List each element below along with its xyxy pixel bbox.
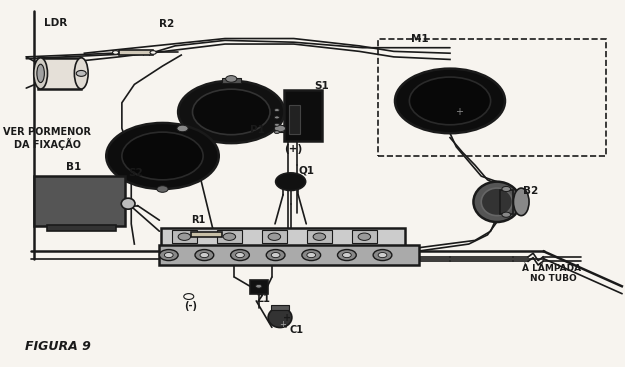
Bar [222, 78, 241, 83]
Circle shape [395, 69, 505, 133]
Text: +: + [282, 313, 291, 323]
Text: S1: S1 [314, 81, 329, 91]
Circle shape [192, 89, 270, 135]
Circle shape [178, 81, 284, 143]
Text: +: + [279, 320, 286, 329]
Circle shape [76, 70, 86, 76]
Text: B1: B1 [66, 162, 81, 172]
Text: (+): (+) [284, 143, 302, 154]
Bar [161, 228, 405, 246]
Text: Z1: Z1 [256, 294, 270, 304]
Bar [289, 105, 300, 134]
Ellipse shape [514, 188, 529, 215]
Circle shape [177, 125, 188, 132]
Circle shape [378, 252, 387, 258]
Circle shape [184, 294, 194, 299]
Circle shape [502, 212, 511, 217]
Bar [250, 280, 268, 294]
Bar [500, 190, 512, 214]
Text: B2: B2 [523, 186, 538, 196]
Circle shape [159, 250, 178, 261]
Bar [159, 245, 419, 265]
Circle shape [164, 252, 173, 258]
Circle shape [274, 125, 286, 132]
Circle shape [150, 51, 156, 54]
Circle shape [409, 77, 491, 125]
Circle shape [274, 123, 279, 126]
Ellipse shape [74, 58, 88, 89]
Circle shape [313, 233, 326, 240]
Ellipse shape [268, 308, 292, 327]
Circle shape [112, 51, 119, 54]
Bar [378, 39, 606, 156]
Text: P1: P1 [250, 125, 265, 135]
Circle shape [231, 250, 249, 261]
Circle shape [122, 132, 203, 180]
Circle shape [271, 252, 280, 258]
Text: NO TUBO: NO TUBO [530, 274, 577, 283]
Circle shape [274, 131, 279, 134]
Text: Q1: Q1 [299, 166, 315, 176]
Circle shape [276, 173, 306, 190]
Circle shape [342, 252, 351, 258]
Circle shape [502, 186, 511, 192]
Text: +: + [456, 107, 463, 117]
Bar [172, 230, 197, 243]
Bar [307, 230, 332, 243]
Circle shape [236, 252, 244, 258]
Ellipse shape [37, 64, 44, 83]
Ellipse shape [34, 58, 48, 89]
Text: DA FIXAÇÃO: DA FIXAÇÃO [14, 138, 81, 150]
Circle shape [157, 186, 168, 192]
Text: C1: C1 [289, 325, 303, 335]
Bar [119, 50, 153, 55]
Text: R2: R2 [159, 19, 174, 29]
Text: S2: S2 [128, 168, 143, 178]
Circle shape [268, 233, 281, 240]
Circle shape [373, 250, 392, 261]
Ellipse shape [481, 188, 512, 215]
Text: (-): (-) [184, 301, 198, 312]
Bar [34, 176, 125, 226]
Circle shape [274, 109, 279, 112]
Ellipse shape [121, 198, 135, 209]
Bar [352, 230, 377, 243]
Circle shape [274, 116, 279, 119]
Circle shape [266, 250, 285, 261]
Text: FIGURA 9: FIGURA 9 [25, 340, 91, 353]
Bar [217, 230, 242, 243]
Circle shape [302, 250, 321, 261]
Circle shape [256, 284, 262, 288]
Circle shape [223, 233, 236, 240]
Ellipse shape [474, 182, 520, 222]
Circle shape [307, 252, 316, 258]
Circle shape [200, 252, 209, 258]
Circle shape [226, 76, 237, 82]
Bar [191, 232, 222, 237]
Bar [38, 58, 81, 89]
Text: VER PORMENOR: VER PORMENOR [3, 127, 91, 137]
Circle shape [106, 123, 219, 189]
Bar [284, 90, 322, 141]
Bar [262, 230, 287, 243]
Circle shape [195, 250, 214, 261]
Text: M1: M1 [411, 33, 429, 44]
Circle shape [178, 233, 191, 240]
Bar [47, 225, 116, 231]
Circle shape [338, 250, 356, 261]
Text: LDR: LDR [44, 18, 67, 28]
Text: R1: R1 [191, 215, 205, 225]
Bar [271, 305, 289, 310]
Text: À LÂMPADA: À LÂMPADA [522, 264, 581, 273]
Circle shape [358, 233, 371, 240]
